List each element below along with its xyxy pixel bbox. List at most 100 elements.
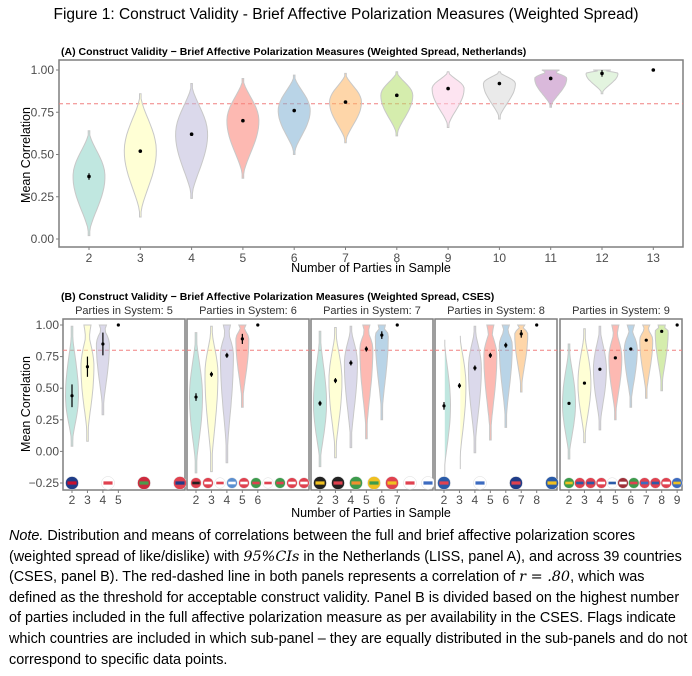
x-tick-label: 8 (393, 251, 400, 265)
mean-point (138, 149, 143, 153)
flag-stripe (640, 481, 649, 485)
mean-point (675, 323, 679, 327)
x-tick-label: 6 (291, 251, 298, 265)
flag-stripe (651, 481, 660, 485)
y-tick-label: 0.00 (36, 444, 60, 458)
flag-stripe (276, 481, 284, 485)
flag-stripe (264, 481, 272, 485)
violin (175, 83, 209, 199)
violin (534, 69, 568, 108)
flag-stripe (576, 481, 584, 485)
flag-stripe (175, 481, 185, 485)
violin (592, 325, 607, 431)
x-tick-label: 5 (487, 493, 494, 507)
mean-point (446, 86, 450, 91)
flag-stripe (405, 481, 415, 485)
mean-point (194, 395, 198, 399)
x-tick-label: 2 (69, 493, 76, 507)
x-tick-label: 5 (363, 493, 370, 507)
x-tick-label: 4 (597, 493, 604, 507)
violin (374, 324, 389, 421)
flag-stripe (240, 481, 248, 485)
violin (80, 324, 95, 442)
violin (562, 343, 576, 460)
x-axis-label: Number of Parties in Sample (291, 506, 451, 520)
x-tick-label: 4 (472, 493, 479, 507)
x-tick-label: 8 (658, 493, 665, 507)
x-tick-label: 9 (445, 251, 452, 265)
flag-stripe (139, 481, 149, 485)
violin (380, 71, 414, 137)
x-tick-label: 13 (647, 251, 661, 265)
x-tick-label: 6 (627, 493, 634, 507)
mean-point (644, 338, 648, 342)
flag-stripe (192, 481, 200, 485)
x-tick-label: 2 (441, 493, 448, 507)
y-tick-label: −0.25 (29, 476, 60, 490)
x-tick-label: 7 (342, 251, 349, 265)
y-tick-label: 0.50 (31, 148, 55, 162)
x-tick-label: 3 (456, 493, 463, 507)
mean-point (488, 353, 492, 357)
x-tick-label: 4 (100, 493, 107, 507)
y-tick-label: 0.75 (36, 350, 60, 364)
note-text-1: Distribution and means of correlations b… (9, 528, 636, 565)
facet-strip-label: Parties in System: 5 (75, 305, 173, 317)
mean-point (116, 323, 120, 327)
mean-point (87, 174, 91, 179)
flag-stripe (228, 481, 236, 485)
violin (359, 324, 374, 440)
x-tick-label: 9 (674, 493, 681, 507)
flag-stripe (387, 481, 397, 485)
violin (343, 325, 358, 449)
mean-point (660, 329, 664, 333)
mean-point (256, 323, 260, 327)
flag-stripe (300, 481, 308, 485)
mean-point (600, 71, 604, 76)
violin (431, 71, 465, 128)
flag-stripe (351, 481, 361, 485)
panel-a-frame (58, 59, 684, 248)
facet-panel (434, 318, 558, 491)
y-tick-label: 0.75 (31, 105, 55, 119)
flag-stripe (216, 481, 224, 485)
facet-strip-label: Parties in System: 6 (199, 305, 297, 317)
flag-stripe (586, 481, 595, 485)
x-tick-label: 2 (193, 493, 200, 507)
mean-point (85, 365, 90, 369)
mean-point (519, 332, 523, 336)
mean-point (292, 108, 297, 113)
flag-stripe (619, 481, 627, 485)
violin (514, 324, 529, 393)
x-tick-label: 7 (518, 493, 525, 507)
x-tick-label: 3 (137, 251, 144, 265)
violin (277, 74, 311, 155)
flag-stripe (608, 481, 616, 485)
flag-stripe (673, 481, 681, 485)
mean-point (535, 323, 539, 327)
flag-stripe (511, 481, 521, 485)
note-text-2: in the Netherlands (LISS, panel A), and … (9, 548, 682, 586)
mean-point (209, 372, 214, 376)
flag-stripe (252, 481, 260, 485)
violin (654, 324, 669, 392)
figure-chart: (A) Construct Validity − Brief Affective… (19, 46, 684, 520)
violin (444, 339, 452, 477)
flag-stripe (475, 481, 485, 485)
flag-stripe (439, 481, 449, 485)
x-tick-label: 5 (240, 251, 247, 265)
x-tick-label: 10 (493, 251, 507, 265)
x-tick-label: 5 (612, 493, 619, 507)
x-tick-label: 8 (533, 493, 540, 507)
flag-stripe (662, 481, 670, 485)
mean-point (442, 404, 446, 408)
mean-point (598, 367, 602, 371)
flag-stripe (630, 481, 638, 485)
violin (498, 324, 513, 428)
mean-point (240, 337, 244, 341)
x-tick-label: 2 (317, 493, 324, 507)
note-math-ci: 95%CIs (243, 548, 300, 565)
facet-strip-label: Parties in System: 8 (447, 305, 545, 317)
mean-point (241, 118, 245, 123)
violin (235, 324, 250, 408)
